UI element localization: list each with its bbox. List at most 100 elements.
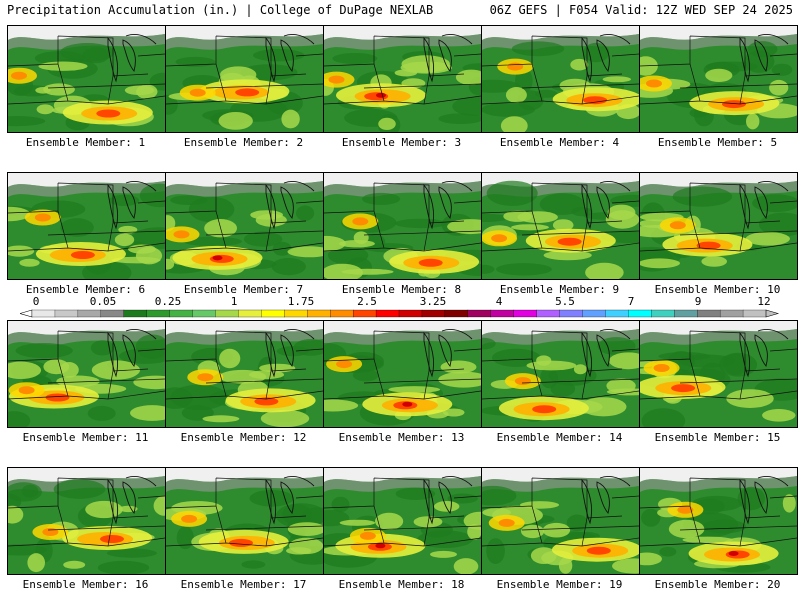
precip-contour-green	[659, 546, 677, 557]
precip-contour-green	[482, 337, 496, 350]
precip-contour-green	[678, 354, 735, 368]
colorbar-tick-label: 1	[230, 295, 238, 308]
precip-contour-lightgreen	[19, 258, 40, 267]
no-precip-area	[8, 321, 165, 335]
state-boundaries	[482, 330, 639, 400]
precip-contour-green	[486, 180, 538, 206]
great-lakes-outline	[581, 180, 631, 230]
colorbar: 0 0.05 0.25 1 1.75 2.5 3.25 4 5.5 7 9 12	[18, 295, 790, 320]
ensemble-member-4-map	[481, 25, 640, 133]
precip-contour-secondary-core	[352, 217, 369, 226]
precip-contour-lightgreen	[91, 360, 140, 380]
precip-contour-lightgreen	[219, 369, 267, 384]
ensemble-member-label: Ensemble Member: 17	[180, 578, 307, 591]
colorbar-tick-label: 3.25	[419, 295, 447, 308]
precip-contour-green	[759, 212, 797, 237]
precip-contour-green	[332, 53, 378, 64]
ensemble-member-3-map	[323, 25, 482, 133]
ensemble-member-13-map	[323, 320, 482, 428]
state-boundaries	[640, 35, 797, 105]
precip-contour-red	[70, 251, 95, 259]
ensemble-member-12-map	[165, 320, 324, 428]
colorbar-right-arrow	[765, 309, 780, 318]
precip-contour-lightgreen	[8, 361, 42, 379]
precip-contour-secondary-core	[359, 531, 376, 540]
precip-contour-lightgreen	[543, 250, 592, 261]
precip-contour-green	[511, 41, 565, 57]
ensemble-member-label: Ensemble Member: 4	[499, 136, 620, 149]
state-boundaries	[166, 330, 323, 400]
colorbar-swatch	[605, 309, 629, 318]
precip-contour-green	[8, 116, 46, 127]
precip-contour-red	[229, 538, 253, 547]
precip-contour-lightgreen	[434, 501, 460, 512]
precip-contour-lightgreen	[640, 258, 680, 269]
great-lakes-outline	[107, 475, 157, 525]
precip-contour-lightgreen	[573, 364, 587, 375]
precip-contour-lightgreen	[640, 56, 658, 76]
great-lakes-outline	[265, 328, 315, 378]
precip-contour-lightgreen	[324, 235, 346, 252]
trace-precip-area	[324, 476, 481, 492]
state-boundaries	[482, 35, 639, 105]
precip-contour-green	[166, 94, 178, 115]
precip-contour-green	[737, 486, 765, 511]
precip-contour-lightgreen	[602, 76, 631, 83]
precip-contour-lightgreen	[8, 206, 31, 222]
precip-contour-secondary-core	[34, 213, 51, 222]
colorbar-tick-label: 0	[32, 295, 40, 308]
precip-contour-secondary-core	[11, 71, 27, 80]
no-precip-area	[640, 468, 797, 482]
precip-contour-lightgreen	[542, 522, 571, 538]
colorbar-swatch	[674, 309, 698, 318]
precip-contour-lightgreen	[218, 112, 253, 130]
precip-contour-lightgreen	[118, 225, 138, 234]
precip-contour-lightgreen	[455, 69, 481, 85]
colorbar-swatch	[215, 309, 239, 318]
ensemble-member-19-map	[481, 467, 640, 575]
colorbar-swatch	[31, 309, 56, 318]
colorbar-swatch	[490, 309, 515, 318]
precip-contour-red	[96, 109, 121, 118]
ensemble-member-label: Ensemble Member: 15	[654, 431, 781, 444]
no-precip-area	[482, 26, 639, 40]
precip-contour-green	[482, 264, 495, 274]
precip-contour-lightgreen	[606, 388, 639, 396]
colorbar-swatch	[330, 309, 354, 318]
precip-contour-lightgreen	[43, 359, 70, 375]
great-lakes-outline	[107, 180, 157, 230]
precip-contour-green	[641, 408, 686, 427]
precip-contour-green	[771, 63, 793, 76]
precip-contour-darkred	[212, 255, 223, 261]
colorbar-tick-label: 9	[694, 295, 702, 308]
precip-contour-green	[691, 495, 742, 512]
precip-contour-lightgreen	[128, 244, 156, 254]
colorbar-tick-label: 4	[495, 295, 503, 308]
precip-contour-green	[109, 194, 140, 206]
precip-contour-lightgreen	[536, 355, 552, 366]
no-precip-area	[640, 173, 797, 187]
precip-contour-green	[583, 42, 610, 63]
precip-contour-darkred	[728, 551, 739, 556]
colorbar-swatch	[742, 309, 767, 318]
ensemble-member-1-map	[7, 25, 166, 133]
ensemble-member-label: Ensemble Member: 18	[338, 578, 465, 591]
no-precip-area	[324, 173, 481, 187]
precip-contour-red	[254, 397, 279, 406]
precip-contour-green	[482, 213, 510, 222]
ensemble-member-label: Ensemble Member: 7	[183, 283, 304, 296]
precip-contour-lightgreen	[353, 231, 369, 244]
great-lakes-outline	[739, 475, 789, 525]
precip-contour-green	[747, 41, 778, 58]
colorbar-swatch	[307, 309, 331, 318]
colorbar-swatch	[375, 309, 400, 318]
great-lakes-outline	[581, 475, 631, 525]
ensemble-member-6-map	[7, 172, 166, 280]
colorbar-swatch	[651, 309, 675, 318]
great-lakes-outline	[423, 328, 473, 378]
no-precip-area	[8, 26, 165, 40]
colorbar-swatch	[444, 309, 469, 318]
state-boundaries	[166, 477, 323, 547]
ensemble-member-18-map	[323, 467, 482, 575]
precip-contour-lightgreen	[762, 409, 796, 422]
